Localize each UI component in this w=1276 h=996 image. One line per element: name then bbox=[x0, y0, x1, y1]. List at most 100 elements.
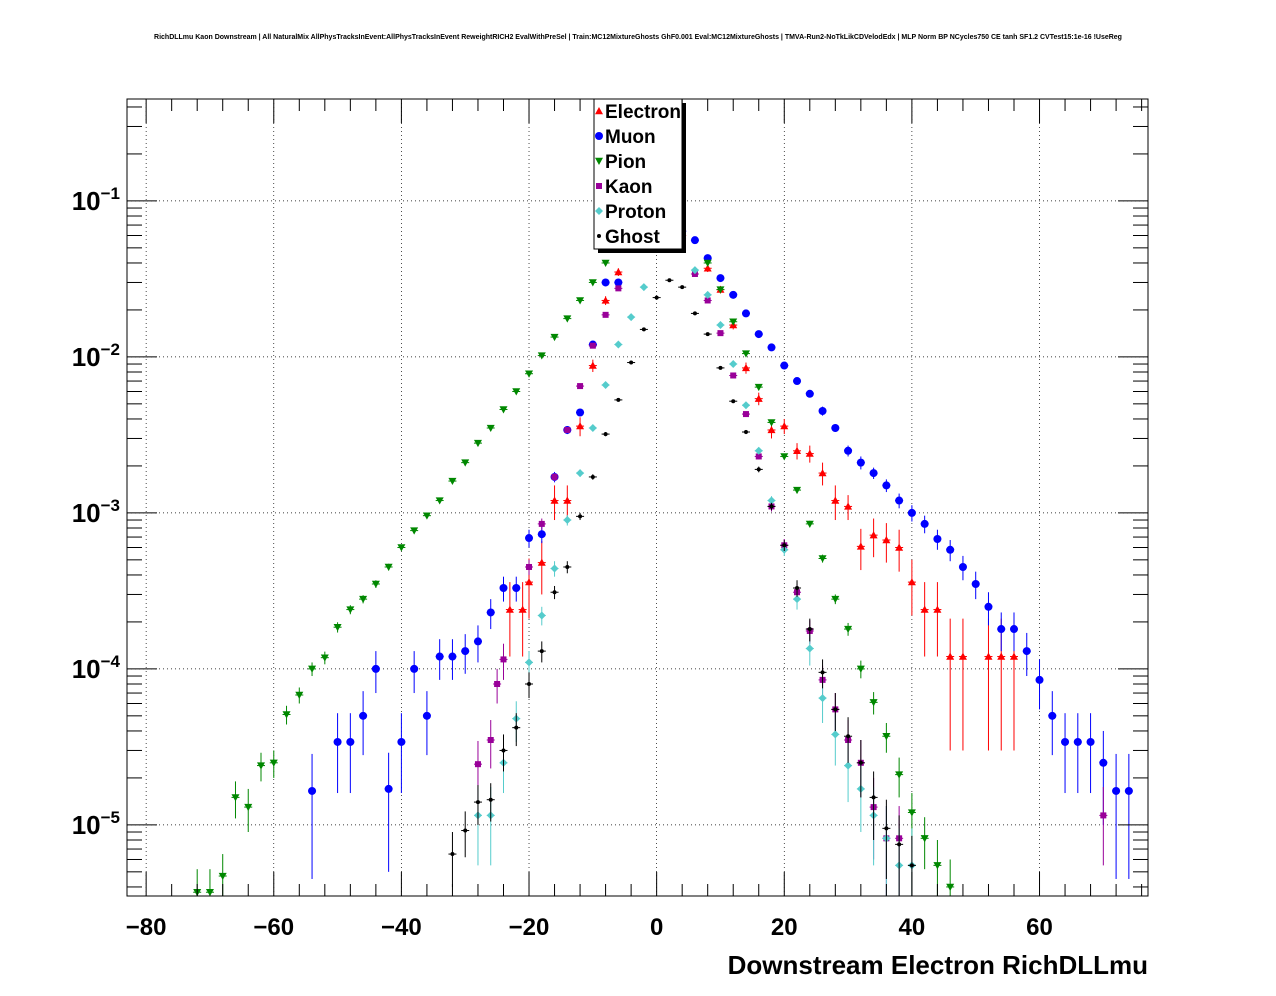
data-point bbox=[731, 399, 736, 404]
x-tick-label: −40 bbox=[381, 914, 422, 941]
data-point bbox=[933, 605, 942, 613]
data-point bbox=[782, 543, 787, 548]
data-point bbox=[667, 278, 672, 283]
legend-marker bbox=[595, 107, 603, 115]
data-point bbox=[435, 652, 444, 661]
data-point bbox=[933, 535, 942, 544]
data-point bbox=[997, 652, 1006, 660]
legend-label: Pion bbox=[605, 152, 646, 173]
data-point bbox=[1099, 758, 1108, 767]
legend-label: Ghost bbox=[605, 227, 661, 248]
data-point bbox=[550, 496, 559, 504]
data-point bbox=[1048, 711, 1057, 720]
data-point bbox=[754, 446, 763, 455]
legend-marker bbox=[596, 183, 602, 189]
data-point bbox=[384, 563, 393, 571]
data-point bbox=[984, 602, 993, 611]
data-point bbox=[269, 759, 278, 767]
data-point bbox=[565, 564, 570, 569]
data-point bbox=[359, 595, 368, 604]
data-point bbox=[958, 652, 967, 660]
data-point bbox=[601, 381, 610, 390]
data-point bbox=[729, 360, 738, 369]
data-point bbox=[1124, 786, 1133, 795]
data-point bbox=[844, 625, 853, 634]
data-point bbox=[895, 496, 904, 505]
legend-box bbox=[593, 98, 683, 250]
data-point bbox=[641, 327, 646, 332]
data-point bbox=[590, 474, 595, 479]
data-point bbox=[869, 531, 878, 539]
data-point bbox=[704, 297, 711, 304]
data-point bbox=[1009, 652, 1018, 660]
data-point bbox=[920, 835, 929, 843]
x-axis-label: Downstream Electron RichDLLmu bbox=[728, 950, 1148, 980]
data-point bbox=[494, 680, 501, 687]
data-point bbox=[820, 670, 825, 675]
data-point bbox=[680, 285, 685, 290]
data-point bbox=[333, 624, 342, 632]
data-point bbox=[742, 411, 749, 418]
data-point bbox=[717, 330, 724, 337]
data-point bbox=[895, 771, 904, 779]
data-point bbox=[244, 803, 253, 812]
data-point bbox=[627, 313, 636, 322]
data-point bbox=[282, 711, 291, 719]
data-point bbox=[741, 350, 750, 358]
x-tick-label: −60 bbox=[253, 914, 294, 941]
data-point bbox=[614, 268, 623, 276]
data-point bbox=[703, 290, 712, 299]
data-point bbox=[461, 647, 470, 656]
data-point bbox=[359, 711, 368, 720]
legend-marker bbox=[595, 207, 603, 215]
data-point bbox=[756, 467, 761, 472]
data-point bbox=[550, 564, 559, 573]
data-point bbox=[588, 361, 597, 369]
data-point bbox=[615, 285, 622, 292]
data-point bbox=[754, 383, 763, 392]
data-point bbox=[856, 665, 865, 673]
data-point bbox=[526, 563, 533, 570]
data-point bbox=[767, 425, 776, 434]
x-tick-label: 20 bbox=[771, 914, 798, 941]
data-point bbox=[716, 274, 725, 283]
data-point bbox=[729, 290, 738, 299]
data-point bbox=[218, 872, 227, 881]
data-point bbox=[844, 761, 853, 770]
data-point bbox=[692, 311, 697, 316]
data-point bbox=[578, 514, 583, 519]
data-point bbox=[882, 481, 891, 490]
data-point bbox=[805, 389, 814, 398]
data-point bbox=[422, 711, 431, 720]
data-point bbox=[514, 725, 519, 730]
data-point bbox=[410, 664, 419, 673]
data-point bbox=[512, 388, 521, 396]
data-point bbox=[933, 862, 942, 870]
data-point bbox=[769, 504, 774, 509]
data-point bbox=[946, 883, 955, 891]
data-point bbox=[793, 377, 802, 386]
data-point bbox=[818, 555, 827, 563]
data-point bbox=[833, 707, 838, 712]
data-point bbox=[333, 737, 342, 746]
data-point bbox=[805, 520, 814, 528]
data-point bbox=[518, 605, 527, 613]
legend-label: Electron bbox=[605, 102, 681, 123]
data-point bbox=[588, 424, 597, 433]
y-tick-label: 10−5 bbox=[72, 808, 120, 840]
data-point bbox=[920, 605, 929, 613]
data-point bbox=[346, 737, 355, 746]
data-point bbox=[410, 527, 419, 535]
data-point bbox=[539, 649, 544, 654]
data-point bbox=[576, 297, 585, 305]
data-point bbox=[1009, 625, 1018, 634]
data-point bbox=[346, 606, 355, 614]
data-point bbox=[920, 519, 929, 528]
data-point bbox=[257, 762, 266, 770]
series-kaon bbox=[473, 270, 1108, 896]
data-point bbox=[527, 681, 532, 686]
data-point bbox=[780, 361, 789, 370]
data-point bbox=[639, 283, 648, 292]
data-point bbox=[807, 627, 812, 632]
data-point bbox=[909, 863, 914, 868]
